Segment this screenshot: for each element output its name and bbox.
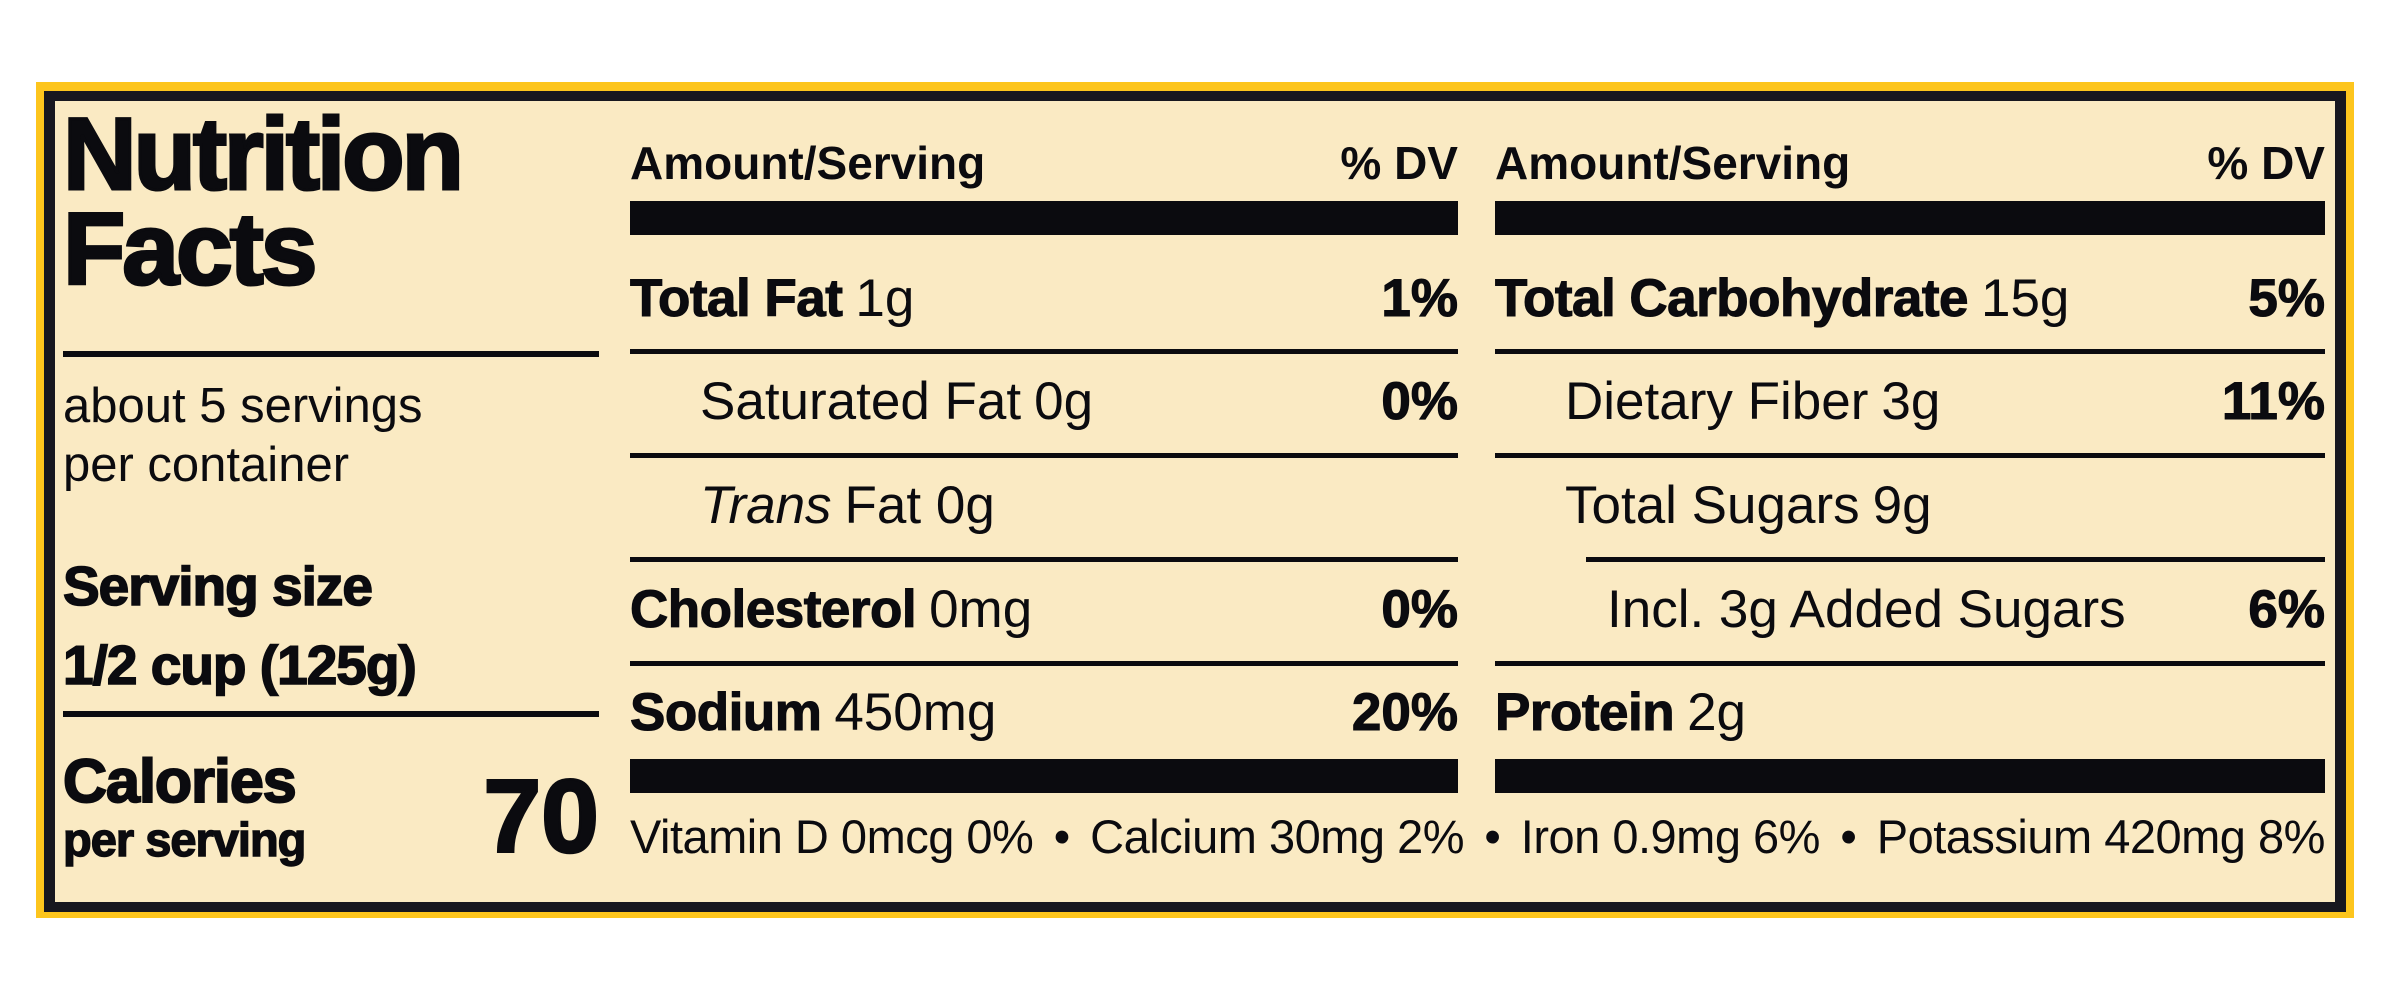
row-dietary-fiber: Dietary Fiber 3g 11% — [1495, 371, 2326, 431]
nutrient-amount: 450mg — [834, 682, 997, 742]
row-cholesterol: Cholesterol 0mg 0% — [629, 579, 1459, 639]
nutrient-label: Total Carbohydrate — [1494, 268, 1969, 328]
nutrient-label: Saturated Fat — [700, 371, 1022, 431]
row-divider — [630, 557, 1458, 562]
bullet-separator: • — [1484, 809, 1501, 863]
calories-sublabel: per serving — [62, 812, 307, 866]
nutrition-facts-panel: Nutrition Facts about 5 servings per con… — [55, 101, 2335, 902]
micronutrient-potassium: Potassium 420mg 8% — [1876, 809, 2326, 863]
row-saturated-fat: Saturated Fat 0g 0% — [630, 371, 1459, 431]
nutrient-label: Dietary Fiber — [1565, 371, 1869, 431]
row-divider — [1495, 453, 2325, 458]
bullet-separator: • — [1840, 809, 1857, 863]
servings-per-container: about 5 servings per container — [63, 377, 599, 495]
micronutrients-line: Vitamin D 0mcg 0% • Calcium 30mg 2% • Ir… — [630, 807, 2325, 865]
row-trans-fat: Trans Fat 0g — [630, 475, 1458, 535]
nutrient-amount: 3g — [1881, 371, 1941, 431]
row-total-carbohydrate: Total Carbohydrate 15g 5% — [1494, 268, 2326, 328]
header-amount-serving: Amount/Serving — [1495, 137, 1851, 189]
nutrient-amount: 9g — [1872, 475, 1932, 535]
panel-title-line1: Nutrition — [62, 97, 466, 211]
nutrient-amount: 15g — [1980, 268, 2070, 328]
thick-bar — [630, 201, 1458, 235]
nutrient-amount: 0mg — [929, 579, 1033, 639]
nutrient-dv: 1% — [1381, 268, 1459, 328]
panel-title: Nutrition Facts — [62, 97, 603, 306]
serving-size-label: Serving size — [62, 554, 374, 618]
label-yellow-border: Nutrition Facts about 5 servings per con… — [36, 82, 2354, 918]
row-sodium: Sodium 450mg 20% — [629, 682, 1458, 742]
row-divider — [1495, 661, 2325, 666]
row-total-sugars: Total Sugars 9g — [1495, 475, 2325, 535]
nutrient-label: Protein — [1494, 682, 1675, 742]
nutrient-dv: 11% — [2221, 371, 2325, 431]
nutrient-amount: 0g — [1034, 371, 1094, 431]
left-divider-top — [63, 351, 599, 357]
nutrient-amount: 2g — [1687, 682, 1747, 742]
nutrient-dv: 6% — [2248, 579, 2326, 639]
micronutrient-calcium: Calcium 30mg 2% — [1090, 809, 1465, 863]
serving-size-value: 1/2 cup (125g) — [62, 633, 417, 697]
nutrient-label: Incl. 3g Added Sugars — [1607, 579, 2126, 639]
nutrient-dv: 5% — [2248, 268, 2326, 328]
bullet-separator: • — [1053, 809, 1070, 863]
nutrient-dv: 0% — [1381, 371, 1459, 431]
micronutrient-iron: Iron 0.9mg 6% — [1520, 809, 1821, 863]
nutrient-column-right: Amount/Serving % DV Total Carbohydrate 15… — [1494, 101, 2326, 902]
nutrient-column-left: Amount/Serving % DV Total Fat 1g 1% Satur… — [629, 101, 1459, 902]
row-total-fat: Total Fat 1g 1% — [629, 268, 1459, 328]
calories-block: Calories per serving 70 — [62, 747, 600, 875]
row-added-sugars: Incl. 3g Added Sugars 6% — [1495, 579, 2326, 639]
nutrient-label: Trans — [700, 475, 832, 535]
row-divider — [1495, 349, 2325, 354]
row-divider — [630, 349, 1458, 354]
nutrient-label: Cholesterol — [629, 579, 917, 639]
servings-line1: about 5 servings — [63, 379, 423, 433]
column-header: Amount/Serving % DV — [1495, 137, 2325, 189]
calories-label: Calories — [62, 747, 298, 815]
micronutrient-vitamin-d: Vitamin D 0mcg 0% — [630, 809, 1034, 863]
header-amount-serving: Amount/Serving — [630, 137, 986, 189]
calories-value: 70 — [482, 759, 600, 875]
thick-bar — [1495, 201, 2325, 235]
row-divider — [630, 661, 1458, 666]
row-divider-indented — [1586, 557, 2325, 562]
thick-bar — [630, 759, 1458, 793]
servings-line2: per container — [63, 438, 350, 492]
header-percent-dv: % DV — [2207, 137, 2325, 189]
panel-title-line2: Facts — [62, 192, 319, 306]
left-divider-bottom — [63, 711, 599, 717]
nutrient-amount: Fat 0g — [844, 475, 995, 535]
header-percent-dv: % DV — [1340, 137, 1458, 189]
nutrient-label: Total Sugars — [1565, 475, 1860, 535]
label-dark-border: Nutrition Facts about 5 servings per con… — [44, 91, 2346, 912]
nutrient-amount: 1g — [855, 268, 915, 328]
nutrient-dv: 0% — [1381, 579, 1459, 639]
calories-labels: Calories per serving — [62, 747, 307, 867]
row-protein: Protein 2g — [1494, 682, 2325, 742]
thick-bar — [1495, 759, 2325, 793]
nutrient-label: Total Fat — [629, 268, 843, 328]
row-divider — [630, 453, 1458, 458]
column-header: Amount/Serving % DV — [630, 137, 1458, 189]
nutrient-label: Sodium — [629, 682, 822, 742]
nutrient-dv: 20% — [1351, 682, 1458, 742]
serving-size: Serving size 1/2 cup (125g) — [62, 547, 623, 705]
